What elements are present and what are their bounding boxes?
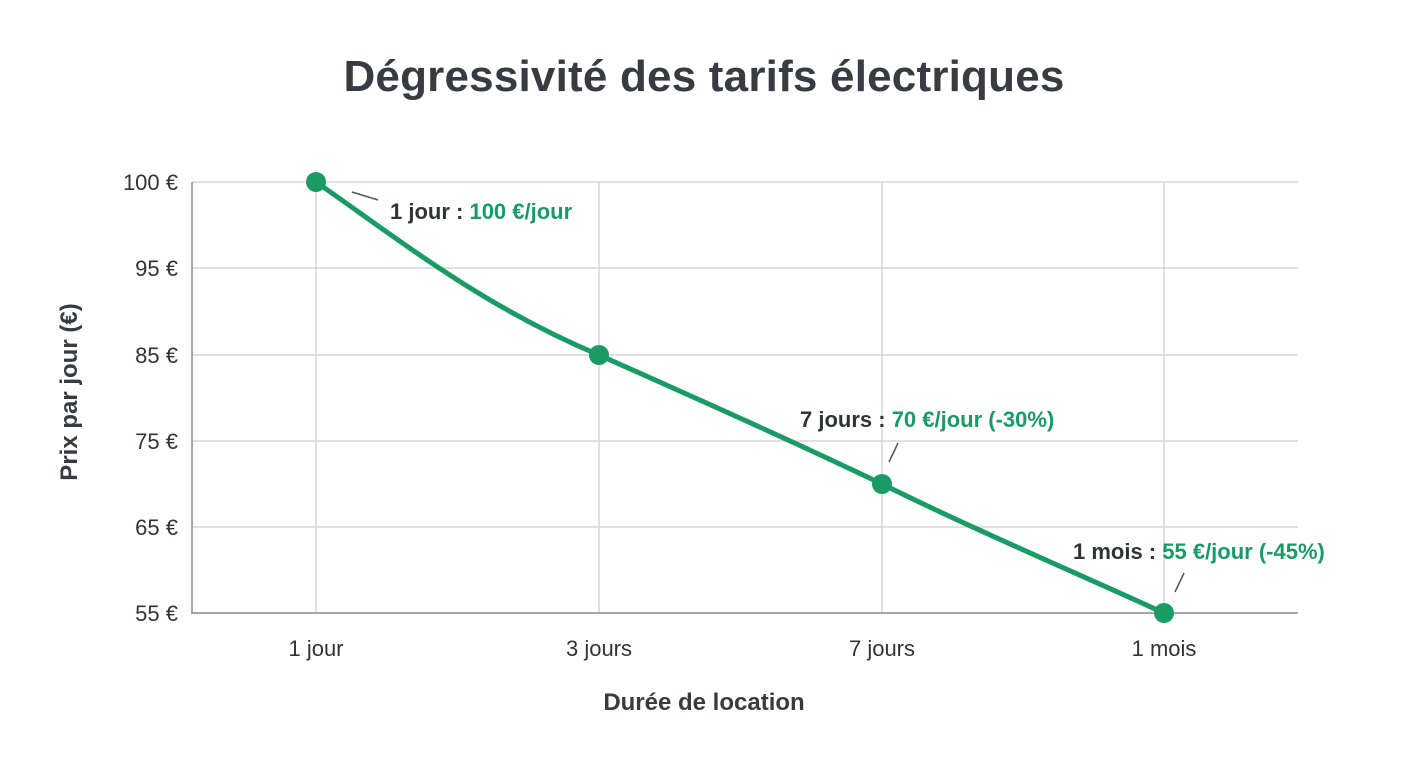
- annotation-1-mois: 1 mois : 55 €/jour (-45%): [1073, 539, 1325, 564]
- annotation-prefix: 1 jour :: [390, 199, 469, 224]
- annotation-prefix: 1 mois :: [1073, 539, 1162, 564]
- y-tick-labels: 100 € 95 € 85 € 75 € 65 € 55 €: [123, 170, 178, 626]
- annotation-prefix: 7 jours :: [800, 407, 892, 432]
- y-tick-label: 65 €: [135, 515, 178, 540]
- annotation-1-jour: 1 jour : 100 €/jour: [390, 199, 573, 224]
- annotation-value: 100 €/jour: [469, 199, 572, 224]
- x-tick-label: 1 mois: [1132, 636, 1197, 661]
- y-tick-label: 95 €: [135, 256, 178, 281]
- y-tick-label: 85 €: [135, 343, 178, 368]
- annotation-leaders: [351, 191, 1185, 593]
- y-tick-label: 55 €: [135, 601, 178, 626]
- chart-title: Dégressivité des tarifs électriques: [343, 52, 1065, 101]
- price-line: [313, 179, 1167, 616]
- data-point: [872, 474, 892, 494]
- horizontal-gridlines: [192, 181, 1298, 528]
- x-axis-title: Durée de location: [603, 689, 804, 716]
- annotation-value: 70 €/jour (-30%): [892, 407, 1055, 432]
- vertical-gridlines: [315, 182, 1165, 613]
- data-point: [306, 172, 326, 192]
- data-point: [1154, 603, 1174, 623]
- x-tick-labels: 1 jour 3 jours 7 jours 1 mois: [288, 636, 1196, 661]
- annotation-value: 55 €/jour (-45%): [1162, 539, 1325, 564]
- x-tick-label: 3 jours: [566, 636, 632, 661]
- x-tick-label: 1 jour: [288, 636, 343, 661]
- y-tick-label: 100 €: [123, 170, 178, 195]
- x-tick-label: 7 jours: [849, 636, 915, 661]
- y-axis-title: Prix par jour (€): [56, 303, 83, 480]
- y-tick-label: 75 €: [135, 429, 178, 454]
- annotation-7-jours: 7 jours : 70 €/jour (-30%): [800, 407, 1054, 432]
- data-points: [306, 172, 1174, 623]
- data-point: [589, 345, 609, 365]
